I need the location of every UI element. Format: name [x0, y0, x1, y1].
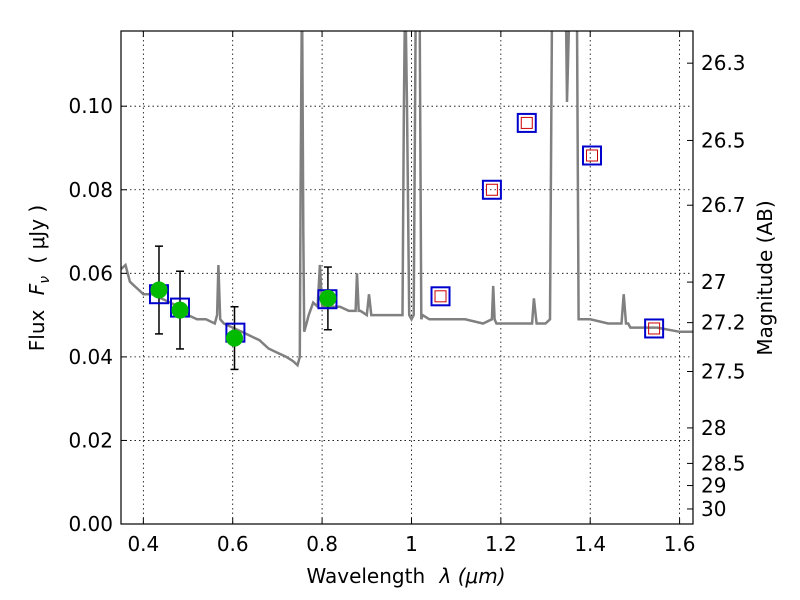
model-point-square [430, 286, 451, 307]
y-axis-title: Flux Fν ( μJy ) [25, 205, 54, 351]
y-tick-label: 0.06 [68, 261, 113, 285]
y-tick-label: 0.02 [68, 428, 113, 452]
model-point-square [644, 318, 665, 339]
x-tick-label: 0.4 [127, 532, 159, 556]
model-point-inner-square [434, 290, 447, 303]
y2-tick-label: 28.5 [701, 451, 746, 475]
y2-tick-label: 26.7 [701, 193, 746, 217]
model-point-square [516, 112, 537, 133]
x-tick-label: 1.4 [574, 532, 606, 556]
y2-tick-label: 30 [701, 497, 726, 521]
x-axis-title: Wavelength λ (μm) [306, 564, 505, 588]
model-point-inner-square [586, 149, 599, 162]
x-tick-label: 0.8 [306, 532, 338, 556]
y-tick-label: 0.04 [68, 345, 113, 369]
y-tick-label: 0.10 [68, 94, 113, 118]
observed-point [226, 329, 244, 347]
ticks: 0.4 0.6 0.8 1 1.2 1.4 1.6 0.00 0.02 0.04 0.06 0.08 0… [68, 31, 746, 556]
observed-point [171, 301, 189, 319]
x-tick-label: 1.6 [664, 532, 696, 556]
plot-frame [120, 30, 694, 525]
y2-tick-label: 26.5 [701, 128, 746, 152]
y2-tick-label: 27.2 [701, 311, 746, 335]
model-point-inner-square [648, 322, 661, 335]
data-layer [121, 31, 693, 371]
y2-tick-label: 28 [701, 416, 726, 440]
x-tick-label: 0.6 [217, 532, 249, 556]
observed-point [319, 289, 337, 307]
y-tick-label: 0.00 [68, 512, 113, 536]
model-spectrum-line [121, 31, 693, 368]
model-point-square [481, 179, 502, 200]
y2-tick-label: 27.5 [701, 360, 746, 384]
x-tick-label: 1.2 [485, 532, 517, 556]
model-point-inner-square [485, 183, 498, 196]
model-point-inner-square [520, 116, 533, 129]
y2-tick-label: 26.3 [701, 51, 746, 75]
y2-tick-label: 27 [701, 270, 726, 294]
y-tick-label: 0.08 [68, 178, 113, 202]
x-tick-label: 1 [405, 532, 418, 556]
observed-point [150, 281, 168, 299]
y2-axis-title: Magnitude (AB) [753, 200, 777, 355]
model-point-square [582, 145, 603, 166]
y2-tick-label: 29 [701, 474, 726, 498]
